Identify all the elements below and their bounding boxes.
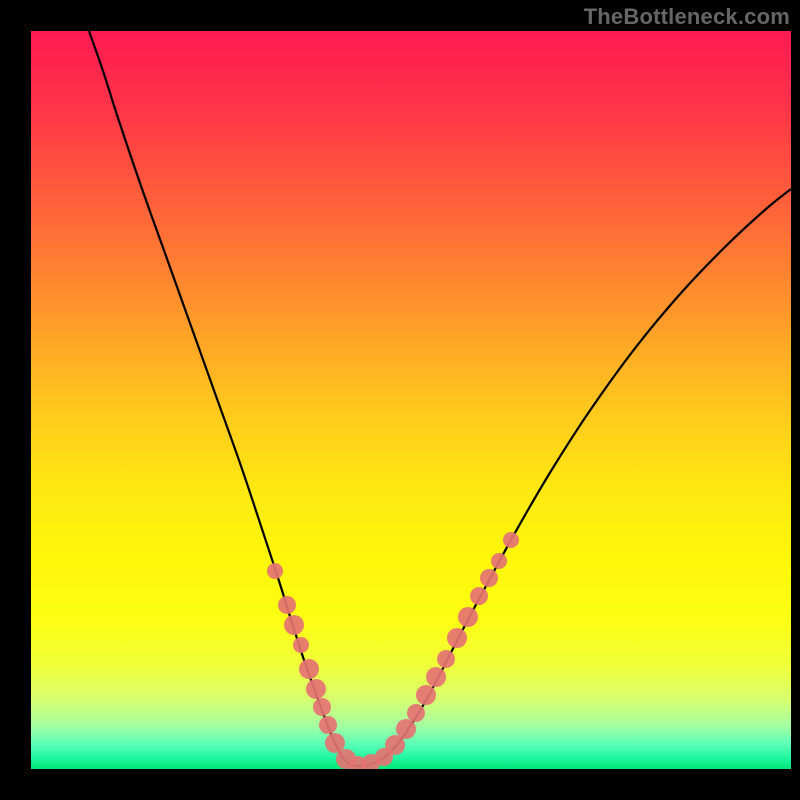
data-marker	[470, 587, 488, 605]
data-marker	[437, 650, 455, 668]
data-marker	[416, 685, 436, 705]
data-marker	[319, 716, 337, 734]
data-marker	[426, 667, 446, 687]
data-marker	[299, 659, 319, 679]
data-marker	[491, 553, 507, 569]
data-marker	[278, 596, 296, 614]
data-marker	[396, 719, 416, 739]
left-curve	[89, 31, 356, 766]
marker-group	[267, 532, 519, 769]
data-marker	[458, 607, 478, 627]
data-marker	[480, 569, 498, 587]
chart-frame: TheBottleneck.com	[0, 0, 800, 800]
data-marker	[293, 637, 309, 653]
plot-area	[31, 31, 791, 769]
data-marker	[267, 563, 283, 579]
attribution-text: TheBottleneck.com	[584, 4, 790, 30]
data-marker	[313, 698, 331, 716]
data-marker	[503, 532, 519, 548]
chart-curves-layer	[31, 31, 791, 769]
data-marker	[284, 615, 304, 635]
data-marker	[447, 628, 467, 648]
data-marker	[306, 679, 326, 699]
data-marker	[407, 704, 425, 722]
right-curve	[356, 189, 791, 766]
